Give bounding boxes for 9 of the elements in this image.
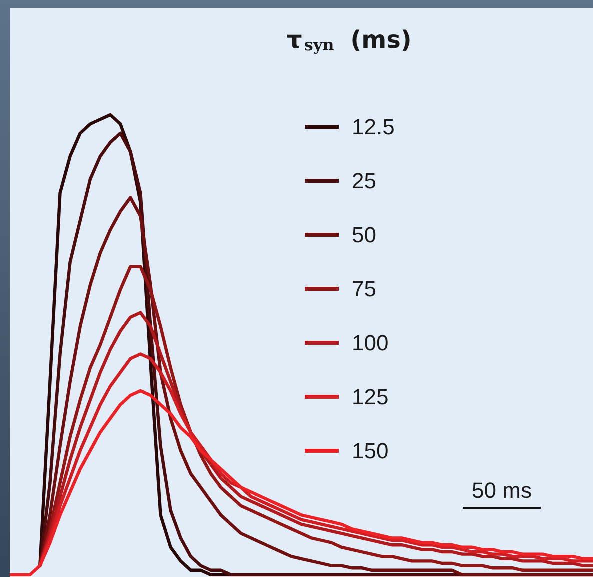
legend-label: 100 bbox=[352, 330, 389, 356]
annotation: 50 ms bbox=[471, 478, 533, 504]
legend-label: 125 bbox=[352, 384, 389, 410]
legend-title: τsyn (ms) bbox=[287, 26, 412, 54]
legend-label: 150 bbox=[352, 438, 389, 464]
legend-label: 25 bbox=[352, 168, 376, 194]
legend-label: 12.5 bbox=[352, 114, 395, 140]
legend-label: 50 bbox=[352, 222, 376, 248]
legend-label: 75 bbox=[352, 276, 376, 302]
